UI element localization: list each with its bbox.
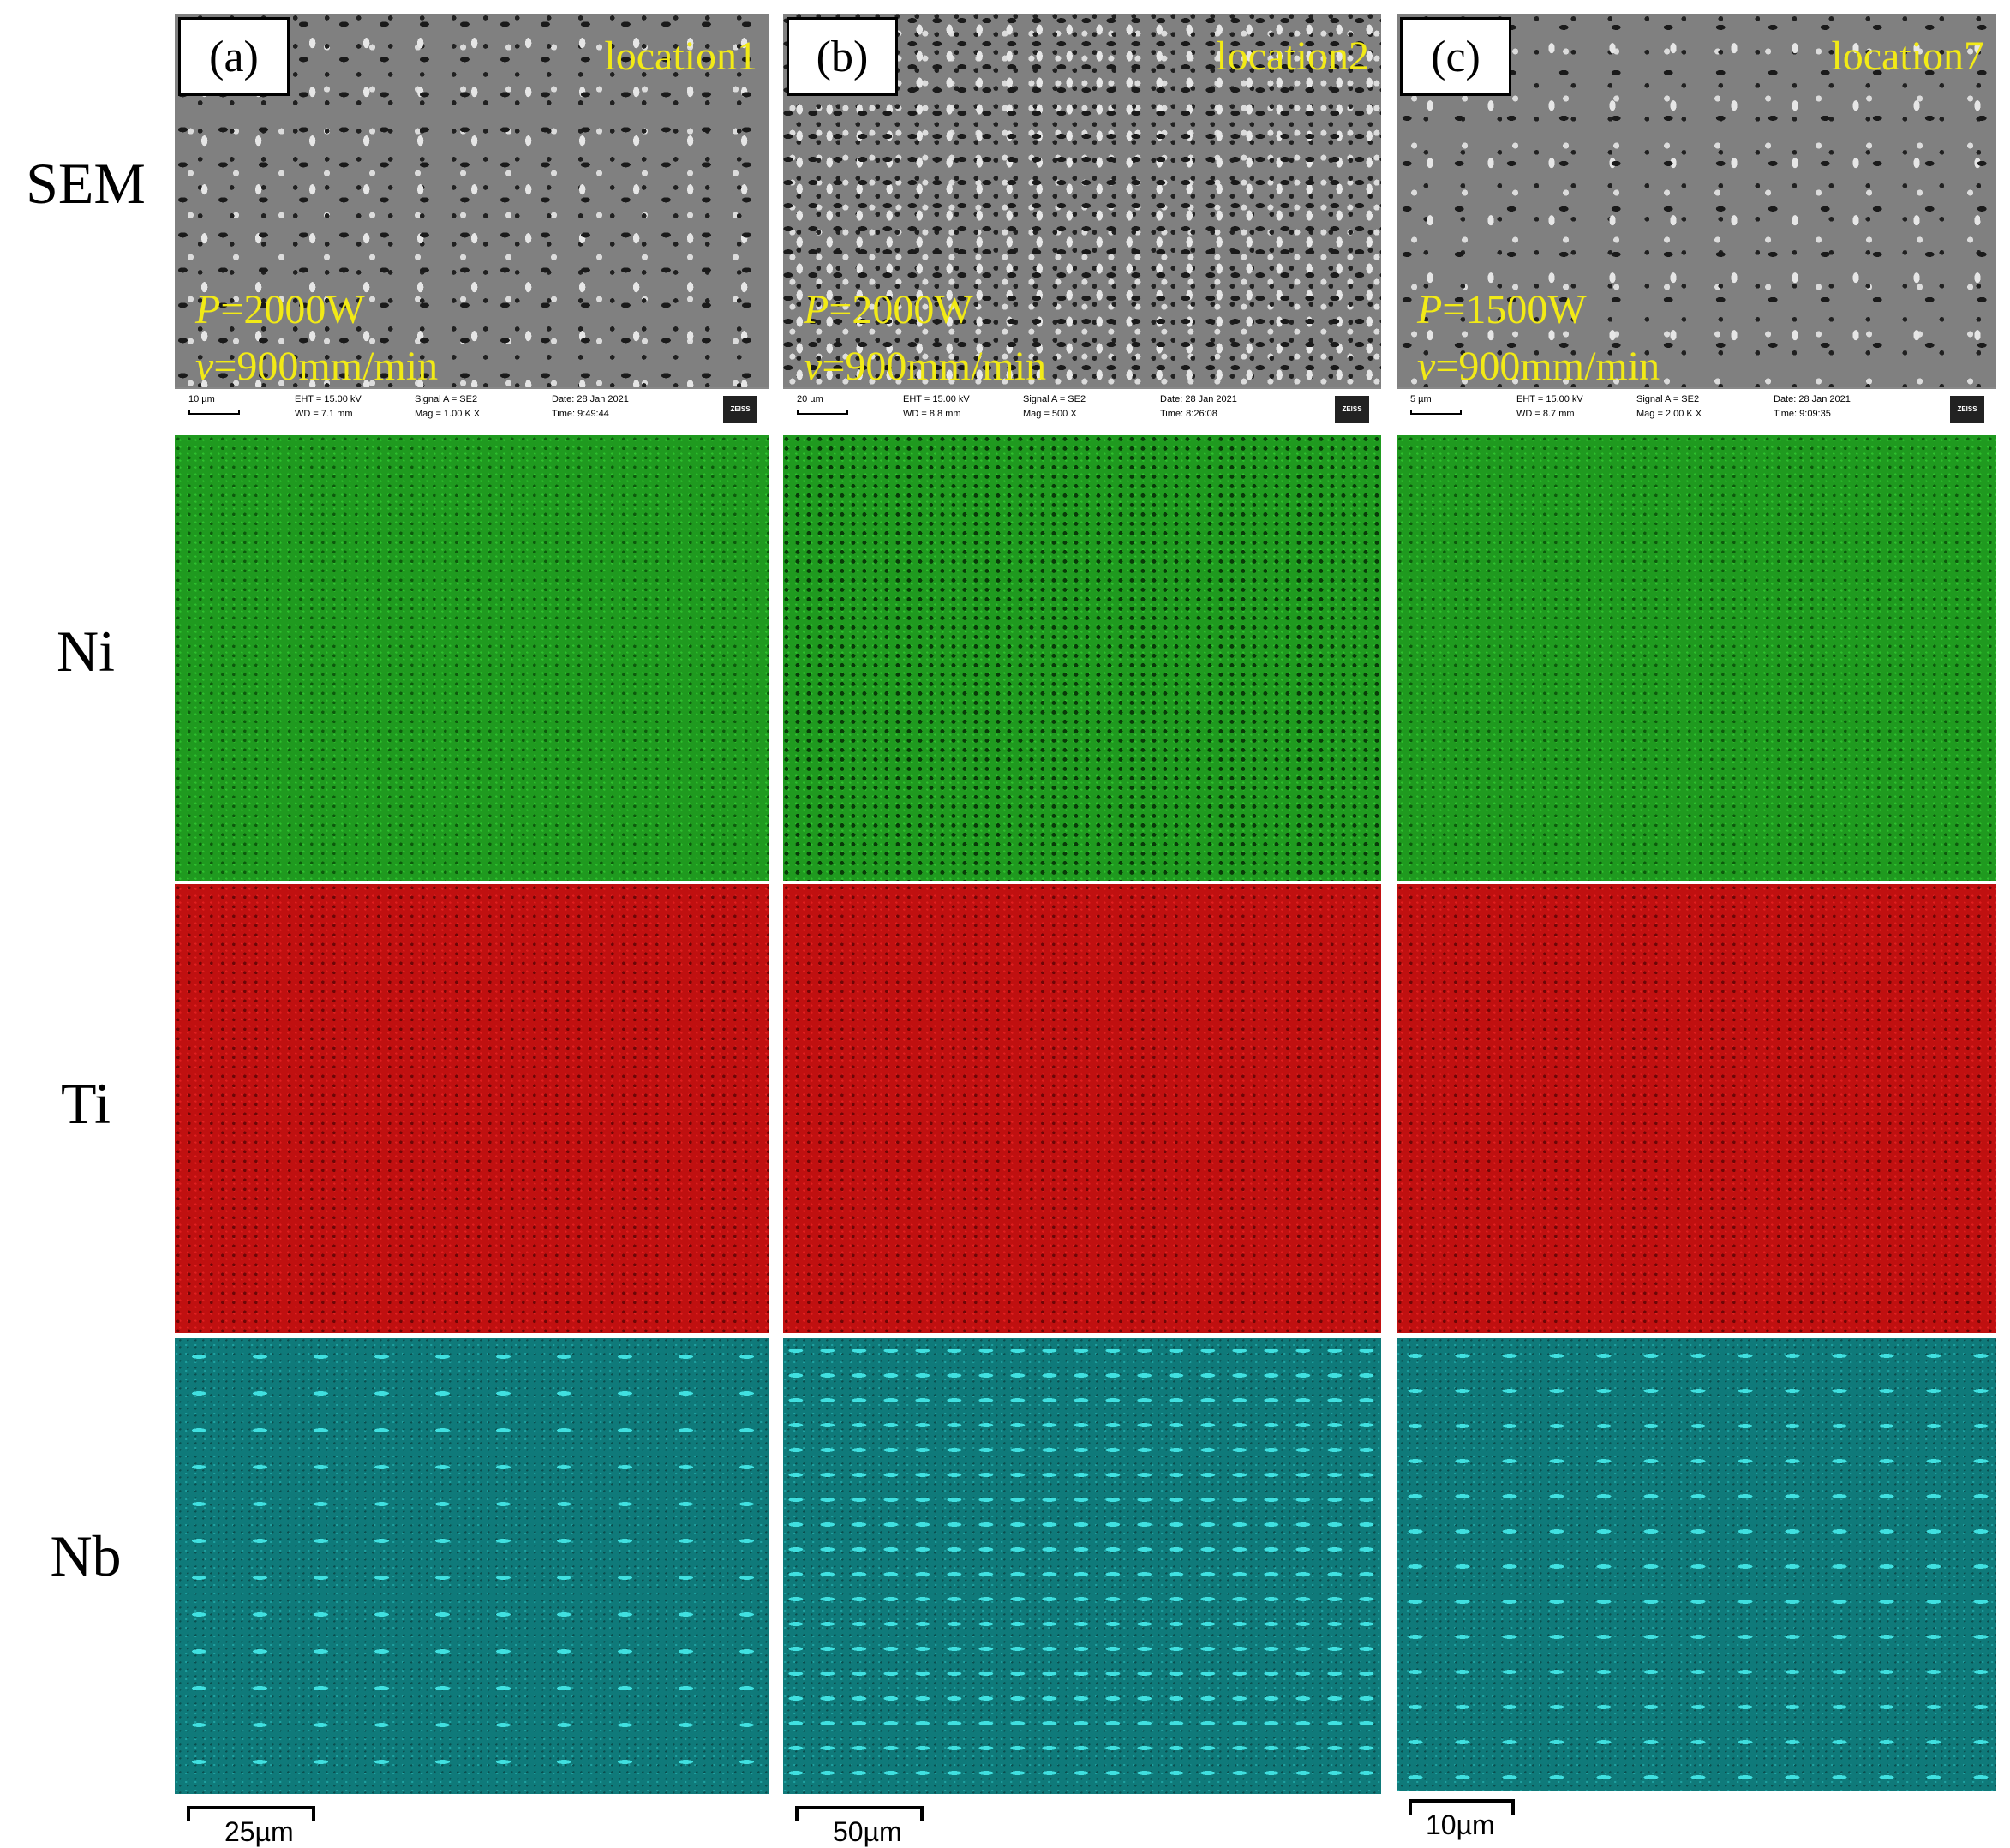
sem-info-date-time-c: Date: 28 Jan 2021 Time: 9:09:35 [1774, 394, 1851, 419]
nb-map-b [783, 1338, 1381, 1794]
map-scale-line-a [187, 1806, 315, 1821]
nb-map-a [175, 1338, 769, 1794]
speed-label-a: v=900mm/min [195, 344, 439, 389]
sem-panel-c: (c) location7 P=1500W v=900mm/min 5 µm E… [1397, 14, 1996, 430]
panel-tag-c: (c) [1400, 17, 1511, 96]
sem-info-bar-a: 10 µm EHT = 15.00 kV WD = 7.1 mm Signal A… [175, 387, 769, 430]
sem-scale-text-b: 20 µm [797, 394, 823, 404]
map-scale-label-c: 10µm [1426, 1809, 1495, 1840]
speed-label-b: v=900mm/min [804, 344, 1047, 389]
power-label-c: P=1500W [1417, 287, 1587, 332]
sem-info-signal-mag-c: Signal A = SE2 Mag = 2.00 K X [1636, 394, 1702, 419]
ti-map-b [783, 884, 1381, 1333]
power-label-b: P=2000W [804, 287, 973, 332]
nb-map-c [1397, 1338, 1996, 1791]
zeiss-logo-c: ZEISS [1950, 396, 1984, 423]
ni-map-a [175, 435, 769, 881]
row-label-sem: SEM [26, 151, 146, 216]
map-scale-label-a: 25µm [224, 1816, 294, 1847]
map-scale-line-b [795, 1806, 924, 1821]
sem-info-date-time-b: Date: 28 Jan 2021 Time: 8:26:08 [1160, 394, 1237, 419]
location-label-c: location7 [1831, 33, 1984, 79]
sem-info-date-time-a: Date: 28 Jan 2021 Time: 9:49:44 [552, 394, 629, 419]
map-scale-line-c [1409, 1799, 1515, 1815]
sem-scale-bar-a [188, 410, 240, 415]
location-label-b: location2 [1216, 33, 1369, 79]
ni-map-b [783, 435, 1381, 881]
sem-info-eht-wd-a: EHT = 15.00 kV WD = 7.1 mm [295, 394, 362, 419]
panel-tag-a: (a) [178, 17, 290, 96]
sem-info-bar-c: 5 µm EHT = 15.00 kV WD = 8.7 mm Signal A … [1397, 387, 1996, 430]
zeiss-logo-a: ZEISS [723, 396, 757, 423]
speed-label-c: v=900mm/min [1417, 344, 1660, 389]
sem-panel-b: (b) location2 P=2000W v=900mm/min 20 µm … [783, 14, 1381, 430]
sem-scale-bar-c [1410, 410, 1462, 415]
ti-map-a [175, 884, 769, 1333]
zeiss-logo-b: ZEISS [1335, 396, 1369, 423]
sem-info-eht-wd-c: EHT = 15.00 kV WD = 8.7 mm [1516, 394, 1583, 419]
power-label-a: P=2000W [195, 287, 365, 332]
panel-tag-b: (b) [787, 17, 898, 96]
row-label-ti: Ti [60, 1071, 111, 1136]
ni-map-c [1397, 435, 1996, 881]
sem-info-eht-wd-b: EHT = 15.00 kV WD = 8.8 mm [903, 394, 970, 419]
sem-scale-text-a: 10 µm [188, 394, 215, 404]
sem-scale-text-c: 5 µm [1410, 394, 1432, 404]
sem-panel-a: (a) location1 P=2000W v=900mm/min 10 µm … [175, 14, 769, 430]
row-label-nb: Nb [50, 1523, 122, 1588]
row-label-ni: Ni [57, 619, 115, 684]
ti-map-c [1397, 884, 1996, 1333]
sem-info-bar-b: 20 µm EHT = 15.00 kV WD = 8.8 mm Signal A… [783, 387, 1381, 430]
sem-info-signal-mag-b: Signal A = SE2 Mag = 500 X [1023, 394, 1086, 419]
map-scale-label-b: 50µm [833, 1816, 902, 1847]
sem-info-signal-mag-a: Signal A = SE2 Mag = 1.00 K X [415, 394, 481, 419]
sem-scale-bar-b [797, 410, 848, 415]
location-label-a: location1 [604, 33, 757, 79]
